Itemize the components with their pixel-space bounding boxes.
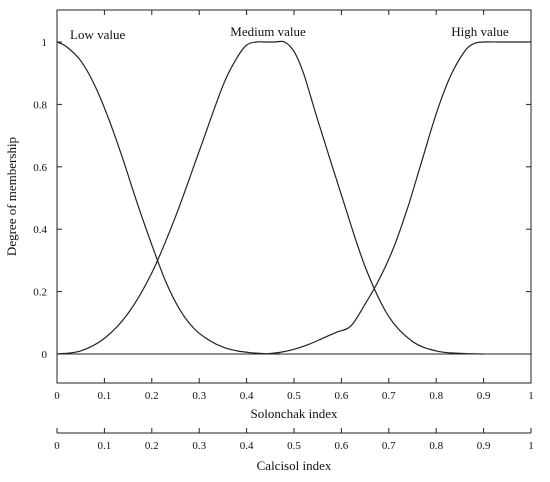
x-axis-title-solonchak: Solonchak index (250, 406, 338, 421)
x2-tick-label: 0.2 (145, 440, 159, 452)
series-labels: Low value Medium value High value (70, 24, 509, 42)
x2-tick-label: 0.7 (382, 440, 396, 452)
series-label-medium-value: Medium value (230, 24, 306, 39)
x2-tick-label: 0.9 (477, 440, 491, 452)
x2-tick-label: 1 (528, 440, 534, 452)
x1-tick-label: 0.5 (287, 390, 301, 402)
plot-border (56, 9, 532, 384)
x2-tick-label: 0.5 (287, 440, 301, 452)
series-line-medium-value (56, 40, 484, 355)
plot-frame (56, 9, 532, 384)
x-axis-title-calcisol: Calcisol index (257, 458, 332, 473)
x1-tick-label: 1 (528, 390, 534, 402)
y-tick-label: 0.4 (33, 224, 47, 236)
x2-tick-label: 0.4 (240, 440, 254, 452)
x1-tick-label: 0.7 (382, 390, 396, 402)
series-layer (56, 40, 531, 355)
x1-tick-label: 0.1 (98, 390, 112, 402)
x1-tick-label: 0 (54, 390, 60, 402)
x2-tick-label: 0.6 (335, 440, 349, 452)
y-axis: 0 0.2 0.4 0.6 0.8 1 (33, 37, 531, 361)
x1-tick-label: 0.8 (429, 390, 443, 402)
x-axis-solonchak: 0 0.1 0.2 0.3 0.4 0.5 0.6 0.7 0.8 0.9 1 (54, 10, 534, 402)
y-tick-label: 1 (42, 37, 48, 49)
y-tick-label: 0.8 (33, 99, 47, 111)
y-axis-title: Degree of membership (4, 137, 19, 256)
series-line-low-value (56, 41, 280, 355)
series-label-high-value: High value (451, 24, 509, 39)
x1-tick-label: 0.2 (145, 390, 159, 402)
x1-tick-label: 0.4 (240, 390, 254, 402)
y-tick-label: 0 (42, 349, 48, 361)
series-line-high-value (265, 41, 531, 355)
x1-tick-label: 0.9 (477, 390, 491, 402)
series-label-low-value: Low value (70, 27, 125, 42)
x-axis-calcisol: 0 0.1 0.2 0.3 0.4 0.5 0.6 0.7 0.8 0.9 1 (54, 428, 534, 452)
x2-tick-label: 0.3 (192, 440, 206, 452)
x2-tick-label: 0.8 (429, 440, 443, 452)
x2-tick-label: 0 (54, 440, 60, 452)
x1-tick-label: 0.6 (335, 390, 349, 402)
x1-tick-label: 0.3 (192, 390, 206, 402)
y-tick-label: 0.6 (33, 162, 47, 174)
y-tick-label: 0.2 (33, 287, 47, 299)
x2-tick-label: 0.1 (98, 440, 112, 452)
